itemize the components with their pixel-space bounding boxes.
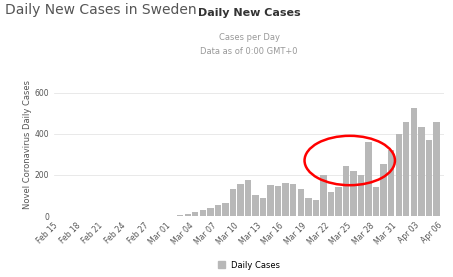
Y-axis label: Novel Coronavirus Daily Cases: Novel Coronavirus Daily Cases	[23, 79, 32, 209]
Bar	[366, 142, 372, 216]
Bar	[275, 186, 281, 216]
Bar	[335, 187, 342, 216]
Bar	[230, 189, 236, 216]
Bar	[245, 180, 251, 216]
Bar	[418, 127, 424, 216]
Bar	[343, 166, 349, 216]
Bar	[395, 134, 402, 216]
Bar	[313, 200, 319, 216]
Bar	[320, 175, 327, 216]
Legend: Daily Cases: Daily Cases	[215, 257, 284, 273]
Bar	[350, 171, 357, 216]
Bar	[410, 108, 417, 216]
Bar	[215, 205, 221, 216]
Bar	[298, 189, 304, 216]
Bar	[177, 215, 183, 216]
Bar	[222, 203, 229, 216]
Bar	[328, 193, 334, 216]
Bar	[207, 208, 213, 216]
Bar	[290, 184, 296, 216]
Bar	[403, 122, 410, 216]
Bar	[305, 198, 312, 216]
Bar	[358, 175, 364, 216]
Bar	[433, 122, 439, 216]
Bar	[426, 140, 432, 216]
Bar	[373, 187, 379, 216]
Text: Cases per Day: Cases per Day	[219, 33, 280, 42]
Text: Data as of 0:00 GMT+0: Data as of 0:00 GMT+0	[200, 47, 298, 56]
Bar	[381, 164, 387, 216]
Bar	[252, 196, 259, 216]
Text: Daily New Cases: Daily New Cases	[198, 8, 300, 18]
Bar	[260, 198, 266, 216]
Bar	[184, 214, 191, 216]
Text: Daily New Cases in Sweden: Daily New Cases in Sweden	[5, 3, 196, 17]
Bar	[388, 150, 395, 216]
Bar	[283, 183, 289, 216]
Bar	[237, 184, 244, 216]
Bar	[200, 210, 206, 216]
Bar	[267, 185, 274, 216]
Bar	[192, 212, 198, 216]
